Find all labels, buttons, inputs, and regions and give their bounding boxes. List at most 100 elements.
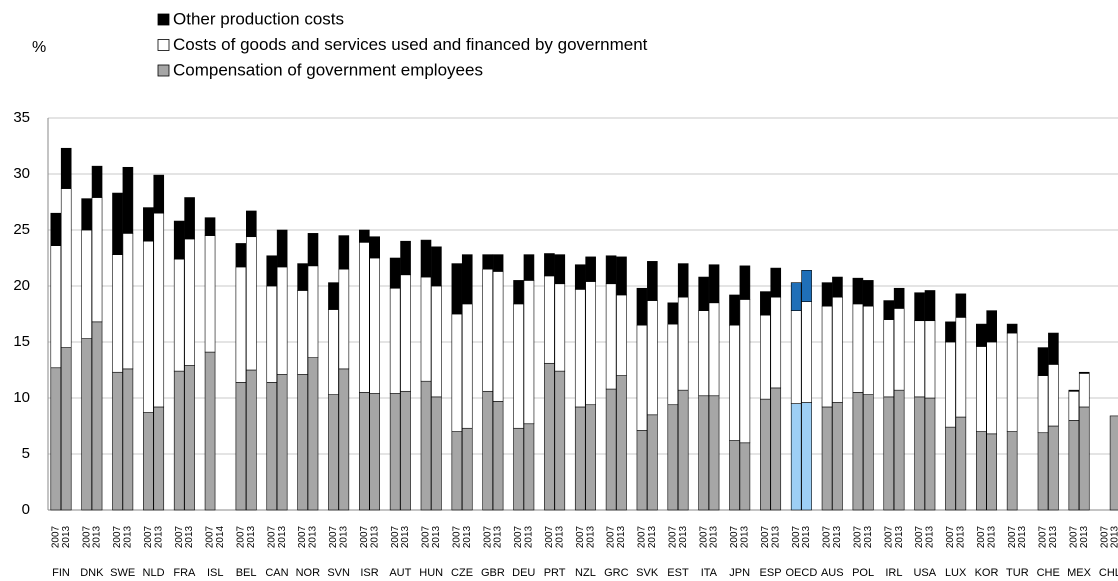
bar-segment [955,416,967,511]
bar-segment [143,240,154,413]
bar-segment [328,394,339,511]
bar-segment [50,245,62,369]
x-tick-label: 2007 [482,525,493,548]
x-tick-label: 2013 [153,525,164,548]
bar-segment [1037,432,1049,511]
bar-segment [945,426,956,511]
bar-segment [616,375,627,511]
x-tick-label: 2007 [822,525,833,548]
bar-segment [975,323,987,347]
group-label: POL [852,567,874,579]
x-tick-label: 2013 [740,525,751,548]
bar-segment [389,257,401,289]
bar-segment [389,393,401,511]
bar-segment [883,396,895,511]
x-tick-label: 2007 [760,525,771,548]
bar-segment [585,281,596,406]
bar-segment [81,229,92,339]
bar-segment [605,255,617,285]
bar-segment [821,282,833,307]
x-tick-label: 2013 [616,525,627,548]
bar-segment [574,406,586,511]
bar-segment [50,212,62,246]
group-label: DEU [512,567,535,579]
bar-segment [574,264,586,290]
bar-segment [760,314,771,400]
bar-segment [893,287,905,309]
bar-segment [708,302,720,397]
group-label: PRT [544,567,566,579]
bar-segment [431,396,442,511]
bar-segment [81,338,92,511]
bar-segment [358,229,370,243]
x-tick-label: 2007 [174,525,185,548]
group-label: GRC [604,567,629,579]
x-tick-label: 2007 [205,525,216,548]
bar-segment [667,302,679,325]
bar-segment [729,294,740,326]
bar-segment [60,147,72,189]
bar-segment [770,387,782,511]
bar-segment [246,369,257,511]
bar-segment [50,367,62,511]
group-label: JPN [729,567,750,579]
bar-segment [451,313,463,432]
bar-segment [862,305,874,395]
x-tick-label: 2007 [606,525,617,548]
group-label: FIN [52,567,70,579]
bar-segment [585,404,596,511]
x-tick-label: 2013 [246,525,257,548]
bar-segment [523,254,535,281]
bar-segment [461,254,473,305]
bar-segment [461,427,473,511]
bar-segment [1006,431,1018,511]
bar-segment [636,287,648,326]
x-tick-label: 2013 [123,525,134,548]
group-label: ESP [760,567,782,579]
bar-segment [235,243,247,268]
bar-segment [1078,406,1090,511]
bar-segment [266,255,278,287]
y-axis-label: % [32,39,46,56]
bar-segment [328,282,339,310]
x-tick-label: 2007 [637,525,648,548]
bar-segment [924,397,936,511]
bar-segment [760,398,771,511]
group-label: TUR [1006,567,1029,579]
bar-segment [204,351,216,511]
bar-segment [677,389,689,511]
bar-segment [369,393,381,511]
bar-segment [667,404,679,511]
bar-segment [1078,371,1090,374]
bar-segment [616,256,627,296]
bar-segment [945,321,956,343]
bar-segment [677,296,689,391]
bar-segment [369,236,381,259]
bar-segment [297,374,308,511]
group-label: EST [667,567,689,579]
bar-segment [91,197,103,323]
bar-segment [914,292,925,322]
bar-segment [770,267,782,298]
bar-segment [893,389,905,511]
bar-segment [914,396,925,511]
group-label: CHE [1037,567,1060,579]
bar-segment [852,392,864,511]
x-tick-label: 2013 [1110,525,1118,548]
bar-segment [235,382,247,511]
bar-segment [739,265,751,300]
bar-segment [338,268,350,370]
bar-segment [389,287,401,394]
x-tick-label: 2013 [894,525,905,548]
x-tick-label: 2007 [513,525,524,548]
group-label: ISL [207,567,224,579]
x-tick-label: 2007 [359,525,370,548]
bar-segment [544,362,555,511]
x-tick-label: 2013 [493,525,504,548]
bar-segment [554,254,566,285]
x-tick-label: 2007 [544,525,555,548]
bar-segment [1068,420,1080,511]
group-label: IRL [885,567,902,579]
group-label: NOR [296,567,321,579]
